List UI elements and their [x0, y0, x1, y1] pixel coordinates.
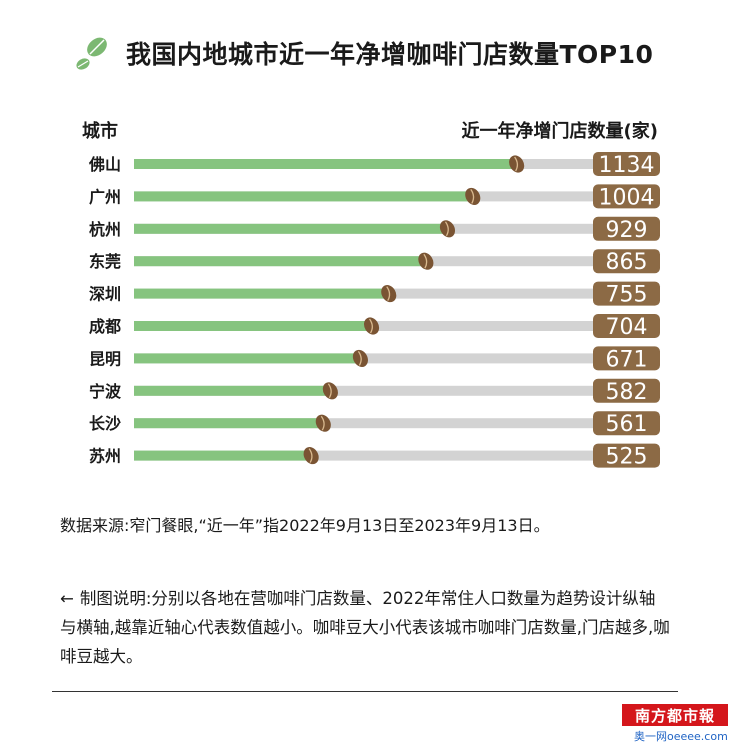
value-label: 1004 — [599, 185, 655, 210]
coffee-bean-crease — [514, 156, 519, 172]
city-label: 苏州 — [89, 447, 121, 466]
coffee-bean-crease — [386, 286, 391, 301]
value-label: 1134 — [599, 153, 655, 178]
title-row: 我国内地城市近一年净增咖啡门店数量TOP10 — [70, 30, 653, 76]
bar-track — [134, 353, 657, 364]
value-badge — [593, 314, 660, 338]
coffee-bean-marker — [363, 317, 380, 335]
city-label: 广州 — [89, 187, 121, 206]
bar-track — [134, 450, 657, 461]
footer-divider — [52, 691, 678, 692]
chart-explanation-text: 制图说明:分别以各地在营咖啡门店数量、2022年常住人口数量为趋势设计纵轴与横轴… — [60, 589, 670, 666]
coffee-bean-crease — [308, 448, 313, 463]
site-watermark: 奥一网oeeee.com — [634, 730, 728, 743]
page-title: 我国内地城市近一年净增咖啡门店数量TOP10 — [126, 40, 654, 69]
coffee-bean-marker — [381, 285, 397, 303]
city-label: 宁波 — [89, 382, 122, 401]
bar-track — [134, 418, 657, 429]
coffee-bean-crease — [357, 351, 362, 366]
chart-explanation: ← 制图说明:分别以各地在营咖啡门店数量、2022年常住人口数量为趋势设计纵轴与横… — [60, 584, 670, 671]
value-badge — [593, 378, 660, 403]
value-label: 704 — [606, 315, 648, 340]
bar — [134, 223, 448, 234]
coffee-bean-crease — [327, 383, 332, 399]
coffee-bean-marker — [303, 447, 319, 465]
bar-chart: 佛山 1134 广州 1004 杭州 929 东莞 865 深圳 755 成都 704 昆明 671 宁波 5… — [88, 152, 660, 470]
coffee-bean-marker — [315, 414, 331, 432]
bar — [134, 191, 473, 202]
data-source-note: 数据来源:窄门餐眼,“近一年”指2022年9月13日至2023年9月13日。 — [60, 516, 550, 535]
coffee-bean-marker — [322, 382, 338, 400]
city-label: 东莞 — [89, 252, 121, 271]
left-arrow-icon: ← — [60, 589, 74, 608]
bar — [134, 353, 361, 364]
coffee-bean-marker — [352, 349, 368, 367]
coffee-bean-crease — [423, 253, 428, 269]
value-label: 582 — [606, 380, 648, 405]
value-badge — [593, 411, 660, 436]
city-label: 佛山 — [88, 155, 121, 174]
value-label: 929 — [606, 218, 648, 243]
city-label: 深圳 — [89, 285, 121, 304]
bar — [134, 321, 372, 331]
bar — [134, 288, 389, 299]
city-label: 杭州 — [89, 220, 121, 239]
bar — [134, 450, 312, 461]
coffee-bean-marker — [418, 252, 434, 270]
value-label: 755 — [606, 283, 648, 308]
value-badge — [593, 184, 660, 209]
bar — [134, 418, 324, 429]
city-label: 成都 — [89, 317, 121, 336]
value-column-header: 近一年净增门店数量(家) — [461, 121, 658, 142]
value-label: 865 — [606, 250, 648, 275]
city-label: 昆明 — [89, 349, 121, 368]
value-badge — [593, 152, 660, 176]
coffee-bean-marker — [439, 220, 456, 238]
value-label: 671 — [606, 347, 648, 372]
coffee-bean-crease — [444, 221, 449, 237]
value-badge — [593, 249, 660, 274]
value-badge — [593, 216, 660, 241]
bar-track — [134, 321, 657, 331]
bar — [134, 256, 426, 267]
coffee-bean-crease — [369, 318, 373, 334]
value-label: 561 — [606, 412, 648, 437]
coffee-bean-marker — [509, 155, 525, 173]
city-column-header: 城市 — [82, 121, 118, 142]
value-badge — [593, 443, 660, 468]
value-badge — [593, 346, 660, 371]
coffee-bean-logo-icon — [76, 37, 107, 70]
publisher-logo: 南方都市報 — [622, 704, 728, 726]
bar-track — [134, 385, 657, 396]
bar — [134, 385, 331, 396]
coffee-bean-crease — [470, 189, 475, 204]
city-label: 长沙 — [89, 414, 121, 433]
bar — [134, 159, 517, 169]
coffee-bean-marker — [465, 187, 481, 205]
value-badge — [593, 281, 660, 306]
coffee-bean-crease — [320, 415, 325, 431]
value-label: 525 — [606, 445, 648, 470]
